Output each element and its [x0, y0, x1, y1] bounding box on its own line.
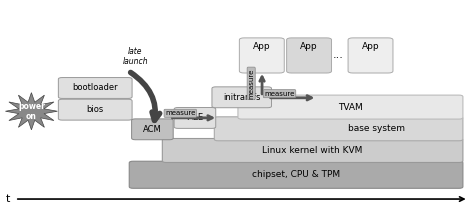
FancyBboxPatch shape: [129, 161, 463, 188]
Text: TVAM: TVAM: [338, 103, 363, 112]
FancyBboxPatch shape: [212, 87, 272, 108]
Text: MLE: MLE: [186, 113, 203, 123]
FancyBboxPatch shape: [239, 38, 284, 73]
Text: App: App: [253, 42, 271, 51]
Text: power
on: power on: [18, 102, 45, 121]
FancyBboxPatch shape: [132, 119, 173, 140]
Text: t: t: [6, 194, 10, 204]
Text: ...: ...: [333, 51, 344, 61]
Text: base system: base system: [348, 124, 405, 133]
Text: measure: measure: [264, 91, 295, 97]
Text: measure: measure: [248, 68, 254, 99]
Text: initramfs: initramfs: [223, 93, 261, 102]
Text: bootloader: bootloader: [73, 83, 118, 93]
Text: App: App: [300, 42, 318, 51]
Text: ACM: ACM: [143, 125, 162, 134]
FancyBboxPatch shape: [348, 38, 393, 73]
FancyBboxPatch shape: [162, 139, 463, 162]
FancyBboxPatch shape: [238, 95, 463, 119]
Text: Linux kernel with KVM: Linux kernel with KVM: [263, 146, 363, 155]
FancyBboxPatch shape: [174, 108, 216, 128]
Text: bios: bios: [87, 105, 104, 114]
Text: late
launch: late launch: [123, 47, 148, 66]
FancyBboxPatch shape: [58, 99, 132, 120]
FancyBboxPatch shape: [214, 117, 463, 141]
Text: measure: measure: [165, 110, 195, 116]
Text: App: App: [362, 42, 379, 51]
Polygon shape: [5, 93, 57, 130]
FancyBboxPatch shape: [287, 38, 331, 73]
Text: chipset, CPU & TPM: chipset, CPU & TPM: [252, 170, 340, 179]
FancyBboxPatch shape: [58, 78, 132, 98]
